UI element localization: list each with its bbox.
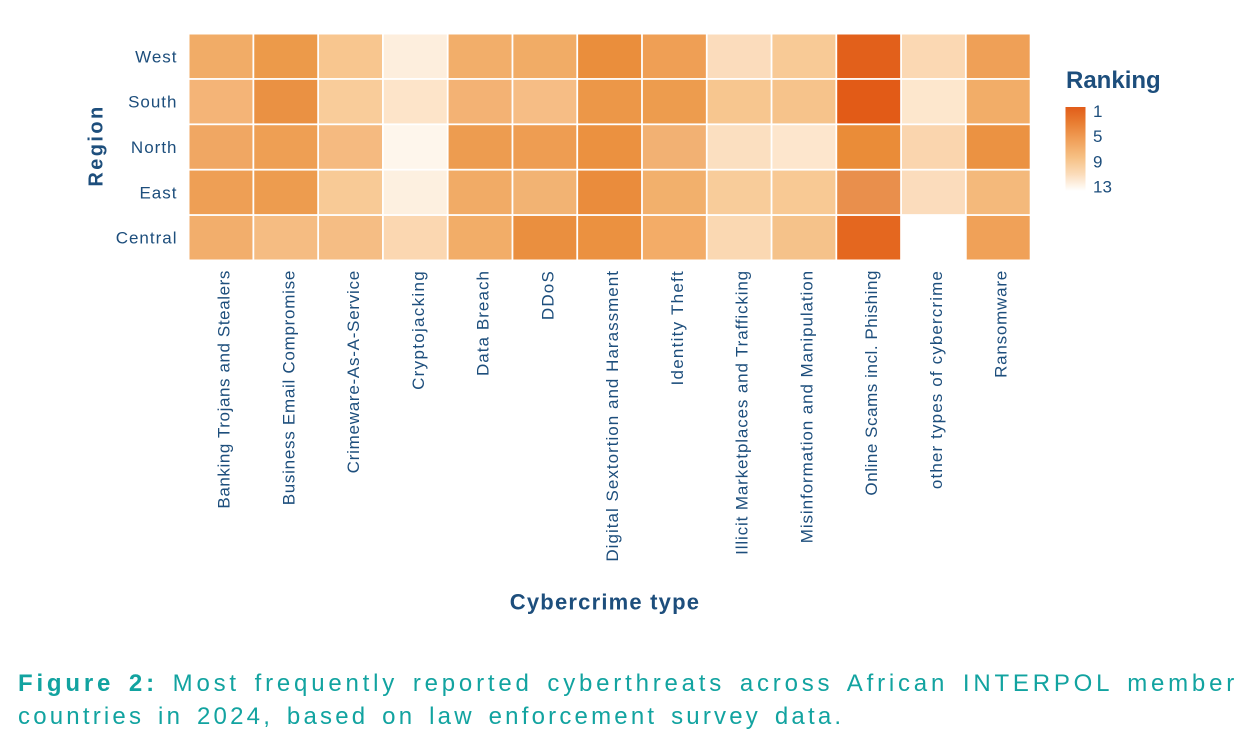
svg-text:13: 13 bbox=[1093, 178, 1112, 197]
svg-text:Ransomware: Ransomware bbox=[992, 270, 1011, 378]
svg-text:other types of cybercrime: other types of cybercrime bbox=[927, 270, 946, 489]
svg-text:West: West bbox=[135, 47, 177, 66]
svg-text:North: North bbox=[131, 138, 178, 157]
svg-text:Banking Trojans and Stealers: Banking Trojans and Stealers bbox=[215, 270, 234, 509]
svg-text:Crimeware-As-A-Service: Crimeware-As-A-Service bbox=[344, 270, 363, 473]
svg-text:Ranking: Ranking bbox=[1066, 67, 1161, 94]
svg-text:South: South bbox=[128, 93, 177, 112]
svg-text:Central: Central bbox=[116, 229, 178, 248]
svg-text:Identity Theft: Identity Theft bbox=[668, 270, 687, 385]
svg-text:Cryptojacking: Cryptojacking bbox=[409, 270, 428, 390]
svg-text:Data Breach: Data Breach bbox=[474, 270, 493, 376]
svg-text:5: 5 bbox=[1093, 127, 1102, 146]
svg-text:Digital Sextortion and Harassm: Digital Sextortion and Harassment bbox=[603, 270, 622, 562]
svg-text:Online Scams incl. Phishing: Online Scams incl. Phishing bbox=[862, 270, 881, 496]
svg-text:East: East bbox=[139, 183, 177, 202]
svg-text:Cybercrime type: Cybercrime type bbox=[510, 590, 700, 615]
svg-text:Business Email Compromise: Business Email Compromise bbox=[279, 270, 298, 505]
svg-text:Illicit Marketplaces and Traff: Illicit Marketplaces and Trafficking bbox=[733, 270, 752, 555]
svg-text:Misinformation and Manipulatio: Misinformation and Manipulation bbox=[797, 270, 816, 543]
svg-text:DDoS: DDoS bbox=[538, 270, 557, 320]
svg-text:1: 1 bbox=[1093, 102, 1102, 121]
svg-text:9: 9 bbox=[1093, 152, 1102, 171]
svg-text:Region: Region bbox=[86, 104, 108, 186]
